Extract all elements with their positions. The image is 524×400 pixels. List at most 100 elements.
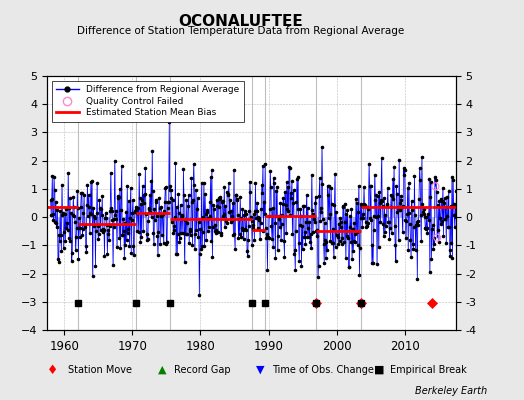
Point: [227, 207, 235, 214]
Point: [91, 263, 100, 270]
Point: [349, 248, 357, 254]
Point: [112, 216, 121, 222]
Point: [97, 212, 106, 218]
Point: [336, 219, 345, 225]
Point: [302, 219, 310, 226]
Point: [427, 179, 435, 185]
Point: [186, 227, 194, 234]
Point: [400, 167, 409, 174]
Point: [249, 211, 258, 218]
Point: [439, 233, 447, 239]
Point: [445, 224, 453, 231]
Point: [364, 205, 373, 212]
Point: [449, 177, 457, 184]
Point: [215, 204, 223, 210]
Point: [203, 208, 211, 215]
Point: [85, 230, 94, 236]
Point: [161, 184, 170, 190]
Point: [436, 215, 444, 221]
Point: [347, 206, 356, 212]
Point: [191, 246, 199, 252]
Point: [56, 208, 64, 214]
Point: [407, 254, 415, 260]
Point: [171, 214, 179, 221]
Point: [225, 180, 233, 186]
Point: [57, 248, 66, 254]
Point: [451, 224, 459, 230]
Point: [125, 198, 133, 204]
Point: [446, 253, 454, 260]
Point: [202, 207, 211, 213]
Point: [416, 177, 424, 184]
Text: Record Gap: Record Gap: [174, 365, 231, 375]
Point: [69, 212, 77, 218]
Point: [383, 201, 391, 208]
Point: [429, 222, 437, 228]
Point: [304, 225, 312, 231]
Point: [379, 232, 388, 239]
Point: [179, 166, 188, 172]
Point: [372, 214, 380, 220]
Point: [210, 206, 218, 212]
Point: [357, 203, 366, 209]
Point: [71, 218, 79, 225]
Point: [321, 236, 330, 243]
Point: [315, 192, 323, 199]
Point: [230, 167, 238, 174]
Point: [143, 230, 151, 237]
Point: [159, 211, 167, 218]
Point: [199, 229, 207, 236]
Point: [389, 196, 398, 202]
Point: [256, 236, 264, 242]
Point: [241, 208, 249, 214]
Point: [232, 192, 240, 198]
Point: [315, 175, 324, 182]
Point: [73, 188, 81, 194]
Point: [402, 235, 410, 242]
Point: [183, 220, 192, 226]
Point: [234, 235, 243, 242]
Point: [253, 208, 261, 214]
Point: [59, 244, 68, 251]
Point: [172, 204, 181, 210]
Point: [211, 221, 220, 228]
Point: [422, 226, 430, 232]
Point: [268, 236, 276, 243]
Point: [70, 204, 78, 211]
Point: [370, 172, 379, 178]
Point: [236, 215, 245, 221]
Point: [158, 212, 167, 218]
Point: [369, 227, 378, 233]
Point: [77, 190, 85, 196]
Point: [366, 214, 374, 221]
Point: [430, 235, 438, 241]
Point: [155, 205, 163, 211]
Point: [63, 226, 72, 233]
Point: [297, 213, 305, 220]
Point: [50, 187, 59, 194]
Point: [215, 194, 224, 200]
Point: [341, 219, 349, 225]
Point: [156, 241, 165, 248]
Point: [297, 262, 305, 269]
Point: [138, 197, 146, 204]
Point: [68, 257, 76, 264]
Point: [283, 184, 292, 191]
Point: [92, 209, 101, 216]
Point: [390, 164, 398, 170]
Point: [438, 198, 446, 204]
Point: [335, 238, 344, 245]
Point: [48, 196, 56, 202]
Point: [399, 202, 407, 209]
Point: [175, 239, 183, 246]
Point: [414, 218, 422, 224]
Point: [376, 219, 385, 226]
Point: [145, 205, 154, 211]
Point: [325, 211, 334, 217]
Point: [361, 201, 369, 207]
Point: [273, 184, 281, 190]
Point: [51, 199, 60, 206]
Point: [290, 251, 298, 258]
Point: [173, 231, 182, 238]
Point: [78, 232, 86, 238]
